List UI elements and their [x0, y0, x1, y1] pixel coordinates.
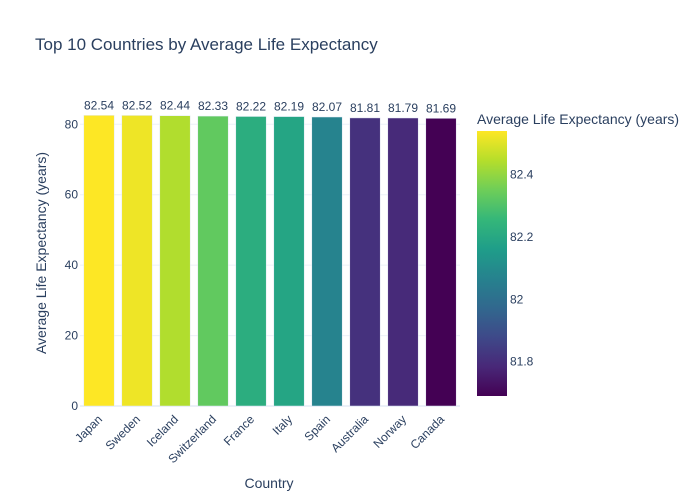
x-tick-label: Australia	[328, 412, 371, 455]
bar	[349, 117, 381, 407]
colorbar-tick-label: 82.4	[510, 168, 534, 182]
y-tick-label: 80	[65, 117, 79, 131]
x-tick-label: Iceland	[144, 412, 181, 449]
bar	[235, 116, 267, 407]
x-tick-label: Sweden	[103, 412, 144, 453]
x-axis-title: Country	[244, 475, 293, 491]
y-axis-title: Average Life Expectancy (years)	[33, 152, 49, 354]
colorbar-ticks: 81.8 82 82.2 82.4	[510, 168, 534, 369]
colorbar: Average Life Expectancy (years) 81.8 82 82…	[477, 111, 679, 396]
data-label: 82.19	[274, 100, 304, 114]
data-label: 82.54	[84, 98, 114, 112]
bar	[83, 115, 115, 407]
data-label: 82.22	[236, 99, 266, 113]
bar	[273, 116, 305, 407]
bars	[83, 115, 457, 407]
bar	[425, 118, 457, 407]
bar	[197, 115, 229, 407]
data-label: 81.69	[426, 101, 456, 115]
data-label: 81.81	[350, 101, 380, 115]
x-tick-label: Norway	[370, 412, 409, 451]
chart-title: Top 10 Countries by Average Life Expecta…	[35, 35, 378, 54]
colorbar-gradient	[477, 131, 507, 396]
data-label: 82.52	[122, 98, 152, 112]
x-tick-label: Spain	[302, 412, 334, 444]
bar	[121, 115, 153, 407]
data-label: 81.79	[388, 101, 418, 115]
bar	[311, 116, 343, 407]
colorbar-title: Average Life Expectancy (years)	[477, 111, 679, 127]
y-tick-label: 0	[71, 399, 78, 413]
y-axis-ticks: 0 20 40 60 80	[65, 117, 79, 413]
y-tick-label: 20	[65, 329, 79, 343]
bar	[387, 117, 419, 407]
x-tick-label: France	[221, 412, 258, 449]
data-labels: 82.54 82.52 82.44 82.33 82.22 82.19 82.07 81.81…	[84, 98, 456, 115]
data-label: 82.33	[198, 99, 228, 113]
data-label: 82.07	[312, 100, 342, 114]
colorbar-tick-label: 81.8	[510, 355, 534, 369]
x-tick-label: Canada	[407, 412, 447, 452]
y-tick-label: 40	[65, 258, 79, 272]
colorbar-tick-label: 82.2	[510, 230, 534, 244]
data-label: 82.44	[160, 99, 190, 113]
bar	[159, 115, 191, 407]
y-tick-label: 60	[65, 188, 79, 202]
x-tick-label: Japan	[72, 412, 105, 445]
x-tick-label: Italy	[270, 412, 295, 437]
colorbar-tick-label: 82	[510, 292, 524, 306]
